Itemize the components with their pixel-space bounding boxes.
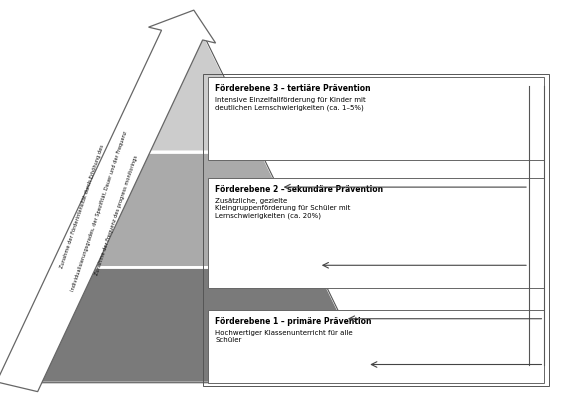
Text: Intensive Einzelfallförderung für Kinder mit
deutlichen Lernschwierigkeiten (ca.: Intensive Einzelfallförderung für Kinder… — [215, 97, 366, 111]
FancyBboxPatch shape — [208, 310, 544, 383]
Text: Individualisierungsgrades, der Spezifität, Dauer und der Frequenz: Individualisierungsgrades, der Spezifitä… — [71, 130, 129, 292]
Polygon shape — [144, 32, 260, 151]
Text: Zunahme der Frequenz des progress monitorings: Zunahme der Frequenz des progress monito… — [95, 154, 139, 276]
Text: Förderebene 2 – sekundäre Prävention: Förderebene 2 – sekundäre Prävention — [215, 185, 384, 194]
Text: Förderebene 1 – primäre Prävention: Förderebene 1 – primäre Prävention — [215, 317, 372, 326]
Text: Zunahme der Förderintensität durch Erhöhung des: Zunahme der Förderintensität durch Erhöh… — [59, 145, 105, 269]
Text: Förderebene 3 – tertiäre Prävention: Förderebene 3 – tertiäre Prävention — [215, 84, 371, 93]
Text: Hochwertiger Klassenunterricht für alle
Schüler: Hochwertiger Klassenunterricht für alle … — [215, 330, 353, 343]
FancyBboxPatch shape — [208, 178, 544, 288]
Polygon shape — [88, 151, 317, 267]
Polygon shape — [31, 267, 373, 383]
Text: Zusätzliche, gezielte
Kleingruppenförderung für Schüler mit
Lernschwierigkeiten : Zusätzliche, gezielte Kleingruppenförder… — [215, 198, 351, 219]
FancyBboxPatch shape — [208, 77, 544, 160]
Polygon shape — [0, 10, 215, 392]
